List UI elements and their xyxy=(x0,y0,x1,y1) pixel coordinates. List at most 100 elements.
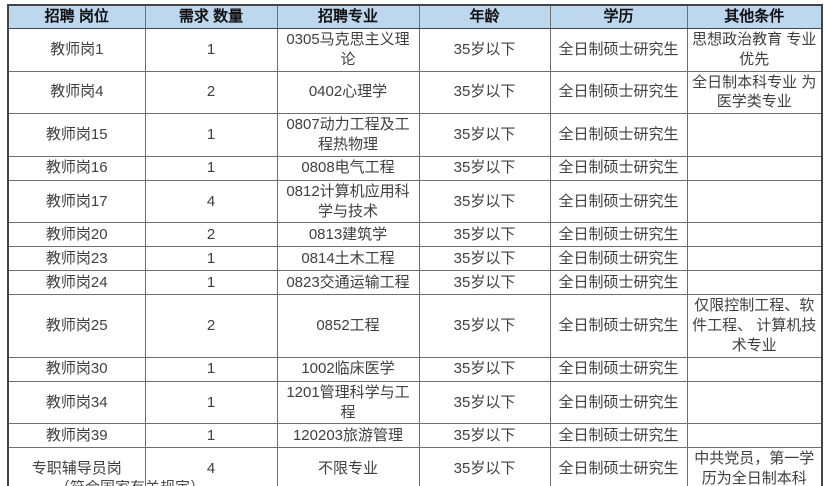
cell-education: 全日制硕士研究生 xyxy=(549,423,688,449)
cell-other-conditions: 思想政治教育 专业优先 xyxy=(686,28,823,72)
cell-major: 0823交通运输工程 xyxy=(276,270,420,296)
column-header-age: 年龄 xyxy=(418,4,551,29)
cell-age: 35岁以下 xyxy=(418,113,551,157)
cell-quantity: 1 xyxy=(144,113,278,157)
cell-age: 35岁以下 xyxy=(418,270,551,296)
column-header-quantity: 需求 数量 xyxy=(144,4,278,29)
cell-position: 教师岗34 xyxy=(7,380,146,425)
column-header-other-conditions: 其他条件 xyxy=(686,4,823,29)
cell-major: 1201管理科学与工程 xyxy=(276,380,420,425)
cell-position: 教师岗30 xyxy=(7,356,146,382)
cell-quantity: 1 xyxy=(144,423,278,449)
cell-other-conditions: 中共党员，第一学历为全日制本科 xyxy=(686,447,823,486)
cell-major: 0812计算机应用科学与技术 xyxy=(276,179,420,224)
cell-major: 不限专业 xyxy=(276,447,420,486)
cell-position: 教师岗16 xyxy=(7,155,146,181)
cell-position: 教师岗23 xyxy=(7,246,146,272)
cell-other-conditions: 仅限控制工程、软件工程、 计算机技术专业 xyxy=(686,294,823,358)
cell-quantity: 1 xyxy=(144,380,278,425)
table-row: 教师岗24 1 0823交通运输工程 35岁以下 全日制硕士研究生 xyxy=(7,270,823,296)
table-row: 教师岗16 1 0808电气工程 35岁以下 全日制硕士研究生 xyxy=(7,155,823,181)
cell-age: 35岁以下 xyxy=(418,447,551,486)
table-row: 教师岗4 2 0402心理学 35岁以下 全日制硕士研究生 全日制本科专业 为医学类专业 xyxy=(7,70,823,115)
table-row: 教师岗39 1 120203旅游管理 35岁以下 全日制硕士研究生 xyxy=(7,423,823,449)
table-row: 专职辅导员岗 4 不限专业 35岁以下 全日制硕士研究生 中共党员，第一学历为全日制本科 xyxy=(7,447,823,486)
cell-quantity: 1 xyxy=(144,270,278,296)
cell-other-conditions xyxy=(686,380,823,425)
cell-education: 全日制硕士研究生 xyxy=(549,294,688,358)
cell-position: 教师岗17 xyxy=(7,179,146,224)
cell-age: 35岁以下 xyxy=(418,155,551,181)
table-row: 教师岗30 1 1002临床医学 35岁以下 全日制硕士研究生 xyxy=(7,356,823,382)
cell-position: 教师岗25 xyxy=(7,294,146,358)
cell-major: 0852工程 xyxy=(276,294,420,358)
cell-age: 35岁以下 xyxy=(418,28,551,72)
cell-age: 35岁以下 xyxy=(418,380,551,425)
cell-major: 0402心理学 xyxy=(276,70,420,115)
cell-major: 0814土木工程 xyxy=(276,246,420,272)
cell-age: 35岁以下 xyxy=(418,356,551,382)
cell-other-conditions xyxy=(686,179,823,224)
table-body: 教师岗1 1 0305马克思主义理论 35岁以下 全日制硕士研究生 思想政治教育 专业优先… xyxy=(7,28,823,486)
column-header-education: 学历 xyxy=(549,4,688,29)
table-row: 教师岗17 4 0812计算机应用科学与技术 35岁以下 全日制硕士研究生 xyxy=(7,179,823,224)
cell-age: 35岁以下 xyxy=(418,179,551,224)
cell-position: 教师岗1 xyxy=(7,28,146,72)
recruitment-table: 招聘 岗位 需求 数量 招聘专业 年龄 学历 其他条件 教师岗1 1 0305马克思主义理论 3… xyxy=(7,4,823,486)
cell-age: 35岁以下 xyxy=(418,423,551,449)
cell-education: 全日制硕士研究生 xyxy=(549,356,688,382)
cell-quantity: 2 xyxy=(144,294,278,358)
cell-other-conditions xyxy=(686,155,823,181)
column-header-position: 招聘 岗位 xyxy=(7,4,146,29)
cell-quantity: 2 xyxy=(144,222,278,248)
cell-position: 教师岗4 xyxy=(7,70,146,115)
table-row: 教师岗34 1 1201管理科学与工程 35岁以下 全日制硕士研究生 xyxy=(7,380,823,425)
cell-age: 35岁以下 xyxy=(418,222,551,248)
cell-other-conditions xyxy=(686,222,823,248)
footer-note-partial: （符合国家有关规定） xyxy=(55,480,355,486)
column-header-major: 招聘专业 xyxy=(276,4,420,29)
cell-education: 全日制硕士研究生 xyxy=(549,155,688,181)
cell-position: 教师岗15 xyxy=(7,113,146,157)
cell-education: 全日制硕士研究生 xyxy=(549,380,688,425)
cell-education: 全日制硕士研究生 xyxy=(549,246,688,272)
cell-other-conditions xyxy=(686,246,823,272)
cell-quantity: 1 xyxy=(144,155,278,181)
cell-major: 0305马克思主义理论 xyxy=(276,28,420,72)
cell-quantity: 2 xyxy=(144,70,278,115)
cell-other-conditions: 全日制本科专业 为医学类专业 xyxy=(686,70,823,115)
cell-quantity: 4 xyxy=(144,179,278,224)
cell-major: 0808电气工程 xyxy=(276,155,420,181)
cell-position: 专职辅导员岗 xyxy=(7,447,146,486)
cell-quantity: 4 xyxy=(144,447,278,486)
table-header-row: 招聘 岗位 需求 数量 招聘专业 年龄 学历 其他条件 xyxy=(7,4,823,29)
cell-major: 120203旅游管理 xyxy=(276,423,420,449)
cell-major: 0807动力工程及工程热物理 xyxy=(276,113,420,157)
cell-education: 全日制硕士研究生 xyxy=(549,70,688,115)
cell-position: 教师岗20 xyxy=(7,222,146,248)
cell-quantity: 1 xyxy=(144,246,278,272)
cell-other-conditions xyxy=(686,270,823,296)
table-row: 教师岗15 1 0807动力工程及工程热物理 35岁以下 全日制硕士研究生 xyxy=(7,113,823,157)
cell-quantity: 1 xyxy=(144,28,278,72)
cell-position: 教师岗39 xyxy=(7,423,146,449)
cell-education: 全日制硕士研究生 xyxy=(549,179,688,224)
table-row: 教师岗20 2 0813建筑学 35岁以下 全日制硕士研究生 xyxy=(7,222,823,248)
cell-position: 教师岗24 xyxy=(7,270,146,296)
cell-age: 35岁以下 xyxy=(418,70,551,115)
cell-education: 全日制硕士研究生 xyxy=(549,447,688,486)
table-row: 教师岗25 2 0852工程 35岁以下 全日制硕士研究生 仅限控制工程、软件工程、 计算… xyxy=(7,294,823,358)
cell-education: 全日制硕士研究生 xyxy=(549,270,688,296)
cell-education: 全日制硕士研究生 xyxy=(549,28,688,72)
cell-other-conditions xyxy=(686,113,823,157)
table-row: 教师岗23 1 0814土木工程 35岁以下 全日制硕士研究生 xyxy=(7,246,823,272)
cell-education: 全日制硕士研究生 xyxy=(549,222,688,248)
cell-other-conditions xyxy=(686,356,823,382)
cell-age: 35岁以下 xyxy=(418,294,551,358)
cell-quantity: 1 xyxy=(144,356,278,382)
cell-education: 全日制硕士研究生 xyxy=(549,113,688,157)
cell-major: 1002临床医学 xyxy=(276,356,420,382)
cell-other-conditions xyxy=(686,423,823,449)
table-row: 教师岗1 1 0305马克思主义理论 35岁以下 全日制硕士研究生 思想政治教育 专业优先 xyxy=(7,28,823,72)
